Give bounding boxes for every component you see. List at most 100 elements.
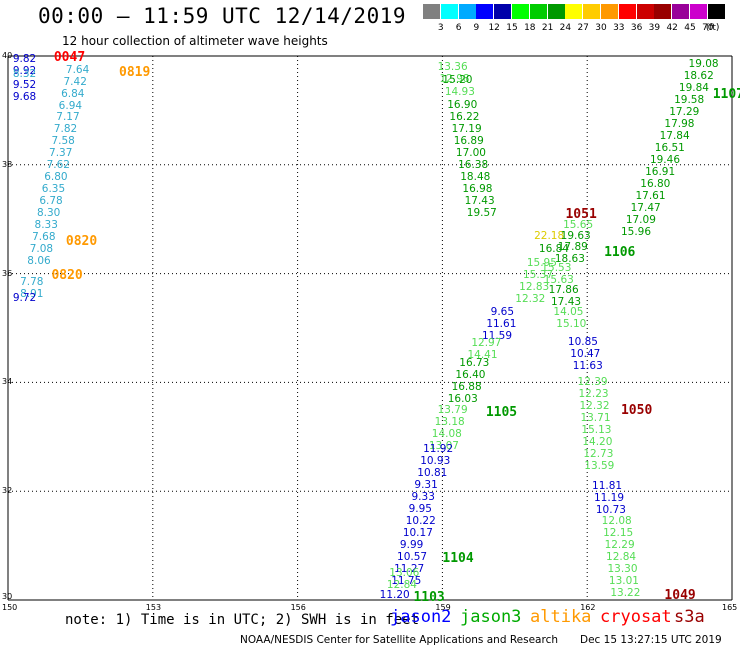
pass-time-label: 1105: [485, 405, 518, 421]
wave-height-value: 13.07: [428, 439, 459, 452]
scale-label: 42: [666, 23, 678, 33]
wave-height-value: 16.03: [447, 393, 478, 406]
scale-swatch: [672, 4, 690, 19]
wave-height-value: 13.59: [584, 460, 615, 473]
pass-time-label: 0047: [53, 50, 86, 66]
wave-height-value: 18.48: [460, 170, 491, 183]
wave-height-value: 16.89: [453, 134, 484, 147]
wave-height-value: 10.47: [570, 347, 601, 360]
wave-height-value: 13.18: [434, 415, 465, 428]
wave-height-value: 15.95: [526, 256, 557, 269]
wave-height-value: 6.94: [58, 99, 83, 112]
satellite-legend-jason3: jason3: [460, 607, 522, 627]
satellite-legend-altika: altika: [530, 607, 592, 627]
wave-height-value: 6.80: [44, 171, 68, 184]
wave-height-value: 19.08: [688, 58, 719, 71]
x-tick-label: 159: [435, 603, 451, 612]
wave-height-value: 16.40: [455, 369, 486, 382]
scale-label: 9: [473, 23, 480, 33]
pass-time-label: 0819: [119, 65, 151, 81]
wave-height-value: 9.31: [414, 479, 438, 492]
wave-height-value: 9.65: [490, 305, 515, 318]
scale-label: 36: [630, 23, 643, 33]
wave-height-value: 15.65: [563, 218, 594, 231]
wave-height-value: 9.99: [399, 539, 424, 552]
wave-height-value: 13.79: [437, 403, 468, 416]
y-tick-label: 30: [2, 592, 13, 601]
wave-height-value: 13.06: [389, 566, 420, 579]
wave-height-value: 16.84: [538, 243, 569, 256]
pass-time-label: 0820: [65, 233, 98, 249]
wave-height-value: 13.36: [437, 60, 468, 73]
x-tick-label: 156: [290, 603, 306, 612]
pass-time-label: 1103: [413, 590, 445, 606]
satellite-legend-jason2: jason2: [390, 607, 452, 627]
wave-height-value: 19.84: [678, 82, 709, 95]
wave-height-value: 17.89: [557, 241, 588, 254]
scale-unit: (ft): [705, 23, 720, 33]
wave-height-value: 19.58: [674, 94, 705, 107]
wave-height-value: 12.08: [601, 515, 632, 528]
wave-height-value: 11.63: [572, 359, 603, 372]
wave-height-value: 16.22: [449, 110, 480, 123]
wave-height-value: 17.43: [551, 295, 582, 308]
wave-height-value: 12.97: [471, 336, 502, 349]
wave-height-value: 14.93: [444, 86, 475, 99]
wave-height-value: 19.57: [466, 206, 497, 219]
scale-label: 21: [541, 23, 554, 33]
scale-label: 3: [437, 23, 444, 33]
x-tick-label: 150: [2, 603, 18, 612]
wave-height-value: 17.19: [451, 122, 482, 135]
map-title: 00:00 – 11:59 UTC 12/14/2019: [38, 4, 407, 28]
wave-height-value: 11.20: [379, 588, 410, 601]
wave-height-value: 15.53: [541, 262, 572, 275]
x-tick-label: 165: [722, 603, 738, 612]
wave-height-value: 6.84: [61, 87, 85, 100]
scale-swatch: [547, 4, 565, 19]
scale-label: 39: [648, 23, 661, 33]
wave-height-value: 17.43: [464, 194, 495, 207]
wave-height-value: 10.17: [402, 527, 433, 540]
scale-swatch: [583, 4, 601, 19]
scale-label: 24: [559, 23, 572, 33]
satellite-legend-cryosat: cryosat: [600, 607, 672, 627]
scale-swatch: [690, 4, 707, 19]
x-tick-label: 153: [145, 603, 162, 612]
wave-height-value: 9.33: [411, 491, 435, 504]
wave-height-value: 8.33: [34, 219, 58, 232]
wave-height-value: 17.47: [630, 201, 661, 214]
wave-height-value: 13.71: [580, 412, 611, 425]
wave-height-value: 16.80: [640, 177, 671, 190]
wave-height-value: 11.61: [486, 317, 517, 330]
wave-height-value: 12.98: [439, 72, 470, 85]
wave-height-value: 15.37: [523, 268, 554, 281]
wave-height-value: 7.17: [56, 111, 80, 124]
x-tick-label: 162: [580, 603, 596, 612]
wave-height-value: 12.32: [579, 400, 610, 413]
pass-time-label: 1051: [565, 206, 597, 222]
wave-height-value: 15.63: [543, 274, 574, 287]
wave-height-value: 12.73: [583, 448, 614, 461]
wave-height-value: 14.20: [582, 436, 613, 449]
wave-height-value: 12.32: [515, 292, 546, 305]
wave-height-value: 19.63: [560, 229, 591, 242]
wave-height-value: 12.84: [386, 578, 417, 591]
wave-height-value: 13.01: [608, 574, 639, 587]
wave-height-value: 9.82: [12, 52, 37, 65]
wave-height-value: 8.06: [27, 255, 51, 268]
wave-height-value: 10.93: [420, 455, 451, 468]
scale-swatch: [476, 4, 494, 19]
wave-height-value: 10.81: [417, 467, 448, 480]
wave-height-value: 13.22: [610, 586, 641, 599]
wave-height-value: 7.62: [46, 159, 70, 172]
wave-height-value: 15.96: [620, 225, 652, 238]
wave-height-value: 11.27: [394, 562, 425, 575]
y-tick-label: 36: [2, 268, 13, 278]
wave-height-map: 9.82 9.92 8.32 9.52 9.68 7.64 7.42 6.84 6.94 7.17…: [8, 50, 740, 605]
scale-swatch: [423, 4, 440, 19]
scale-swatch: [618, 4, 636, 19]
pass-time-label: 1049: [664, 587, 696, 603]
scale-label: 12: [488, 23, 500, 33]
pass-time-label: 0820: [51, 267, 83, 283]
